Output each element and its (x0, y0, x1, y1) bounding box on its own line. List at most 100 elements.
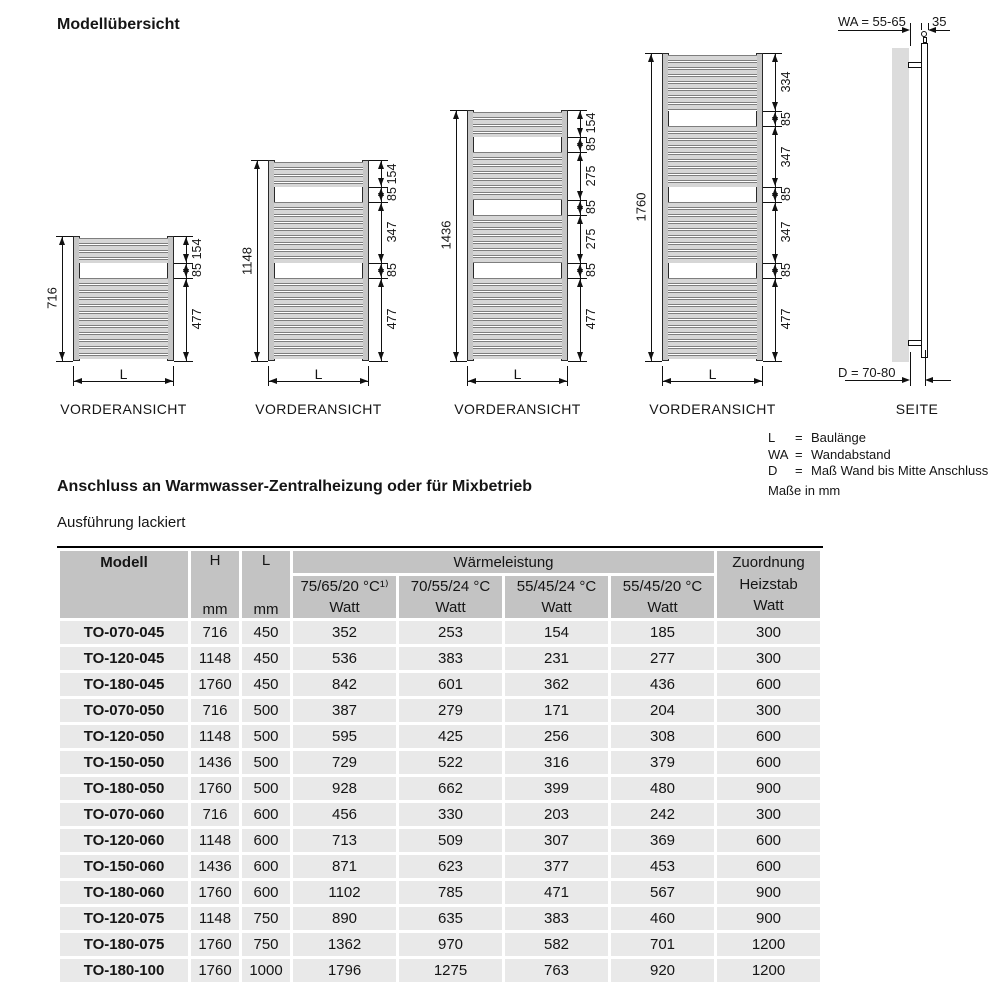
value-cell: 500 (242, 777, 290, 800)
value-cell: 399 (505, 777, 608, 800)
arrow-down-icon (183, 268, 189, 277)
value-cell: 601 (399, 673, 502, 696)
arrow-left-icon (74, 378, 82, 384)
vent-valve-icon (923, 37, 927, 43)
value-cell: 316 (505, 751, 608, 774)
segment-dimension-label: 477 (779, 308, 793, 330)
arrow-left-icon (925, 377, 933, 383)
arrow-down-icon (577, 268, 583, 277)
value-cell: 595 (293, 725, 396, 748)
model-cell: TO-070-060 (60, 803, 188, 826)
value-cell: 890 (293, 907, 396, 930)
arrow-right-icon (754, 378, 762, 384)
value-cell: 600 (242, 803, 290, 826)
extension-line (763, 53, 782, 54)
value-cell: 300 (717, 647, 820, 670)
value-cell: 362 (505, 673, 608, 696)
segment-dimension-label: 334 (779, 71, 793, 93)
model-cell: TO-070-045 (60, 621, 188, 644)
arrow-up-icon (378, 161, 384, 170)
model-cell: TO-180-050 (60, 777, 188, 800)
dimension-line (257, 160, 258, 361)
arrow-down-icon (772, 268, 778, 277)
extension-line (369, 262, 388, 264)
segment-dimension-label: 85 (385, 187, 399, 202)
segment-dimension-label: 275 (584, 165, 598, 187)
dimension-line (651, 53, 652, 361)
arrow-down-icon (772, 117, 778, 126)
value-cell: 582 (505, 933, 608, 956)
arrow-left-icon (928, 27, 936, 33)
segment-dimension-label: 347 (779, 221, 793, 243)
model-cell: TO-120-045 (60, 647, 188, 670)
table-row: TO-120-075 1148 750 890 635 383 460 900 (60, 907, 820, 930)
arrow-down-icon (577, 205, 583, 214)
value-cell: 536 (293, 647, 396, 670)
table-row: TO-120-060 1148 600 713 509 307 369 600 (60, 829, 820, 852)
dimension-line (467, 381, 568, 382)
extension-line (928, 23, 929, 30)
page-title: Modellübersicht (57, 16, 180, 33)
extension-line (369, 160, 388, 162)
dimension-line (456, 109, 457, 361)
right-rail (362, 160, 369, 361)
vent-valve-knob-icon (921, 31, 927, 37)
arrow-right-icon (165, 378, 173, 384)
segment-dimension-label: 477 (385, 308, 399, 330)
value-cell: 1102 (293, 881, 396, 904)
wall-distance-dimension-label: WA = 55-65 (838, 14, 906, 29)
front-view-label: VORDERANSICHT (60, 401, 187, 417)
connection-dimension-label: D = 70-80 (838, 365, 896, 380)
extension-line (450, 361, 467, 362)
extension-line (467, 366, 468, 386)
segment-dimension-label: 154 (385, 163, 399, 184)
arrow-down-icon (577, 253, 583, 262)
value-cell: 716 (191, 699, 239, 722)
length-dimension-label: L (314, 366, 323, 382)
value-cell: 1000 (242, 959, 290, 982)
value-cell: 204 (611, 699, 714, 722)
value-cell: 377 (505, 855, 608, 878)
arrow-down-icon (772, 102, 778, 111)
arrow-left-icon (468, 378, 476, 384)
value-cell: 701 (611, 933, 714, 956)
value-cell: 185 (611, 621, 714, 644)
value-cell: 1148 (191, 725, 239, 748)
section-heading: Anschluss an Warmwasser-Zentralheizung o… (57, 478, 533, 495)
arrow-down-icon (577, 190, 583, 199)
extension-line (369, 187, 388, 189)
segment-dimension-label: 85 (584, 200, 598, 215)
value-cell: 436 (611, 673, 714, 696)
arrow-up-icon (254, 161, 260, 170)
value-cell: 1148 (191, 907, 239, 930)
arrow-down-icon (772, 192, 778, 201)
value-cell: 600 (717, 829, 820, 852)
segment-dimension-label: 477 (190, 308, 204, 330)
extension-line (925, 350, 926, 386)
extension-line (568, 109, 587, 111)
dimension-line (73, 381, 174, 382)
arrow-up-icon (378, 188, 384, 197)
dimension-line (186, 235, 187, 361)
dimension-line (62, 235, 63, 361)
value-cell: 1148 (191, 647, 239, 670)
value-cell: 453 (611, 855, 714, 878)
dimension-line (845, 380, 902, 381)
length-dimension-label: L (119, 366, 128, 382)
arrow-down-icon (577, 127, 583, 136)
dimension-line (662, 381, 763, 382)
value-cell: 500 (242, 699, 290, 722)
height-dimension-label: 1148 (239, 246, 255, 275)
extension-line (568, 262, 587, 264)
arrow-down-icon (378, 268, 384, 277)
value-cell: 330 (399, 803, 502, 826)
extension-line (762, 366, 763, 386)
column-group-header-waermeleistung: Wärmeleistung (293, 551, 714, 573)
arrow-up-icon (577, 215, 583, 224)
arrow-up-icon (577, 152, 583, 161)
table-row: TO-070-050 716 500 387 279 171 204 300 (60, 699, 820, 722)
legend-row: WA = Wandabstand (768, 447, 988, 464)
extension-line (368, 366, 369, 386)
value-cell: 509 (399, 829, 502, 852)
